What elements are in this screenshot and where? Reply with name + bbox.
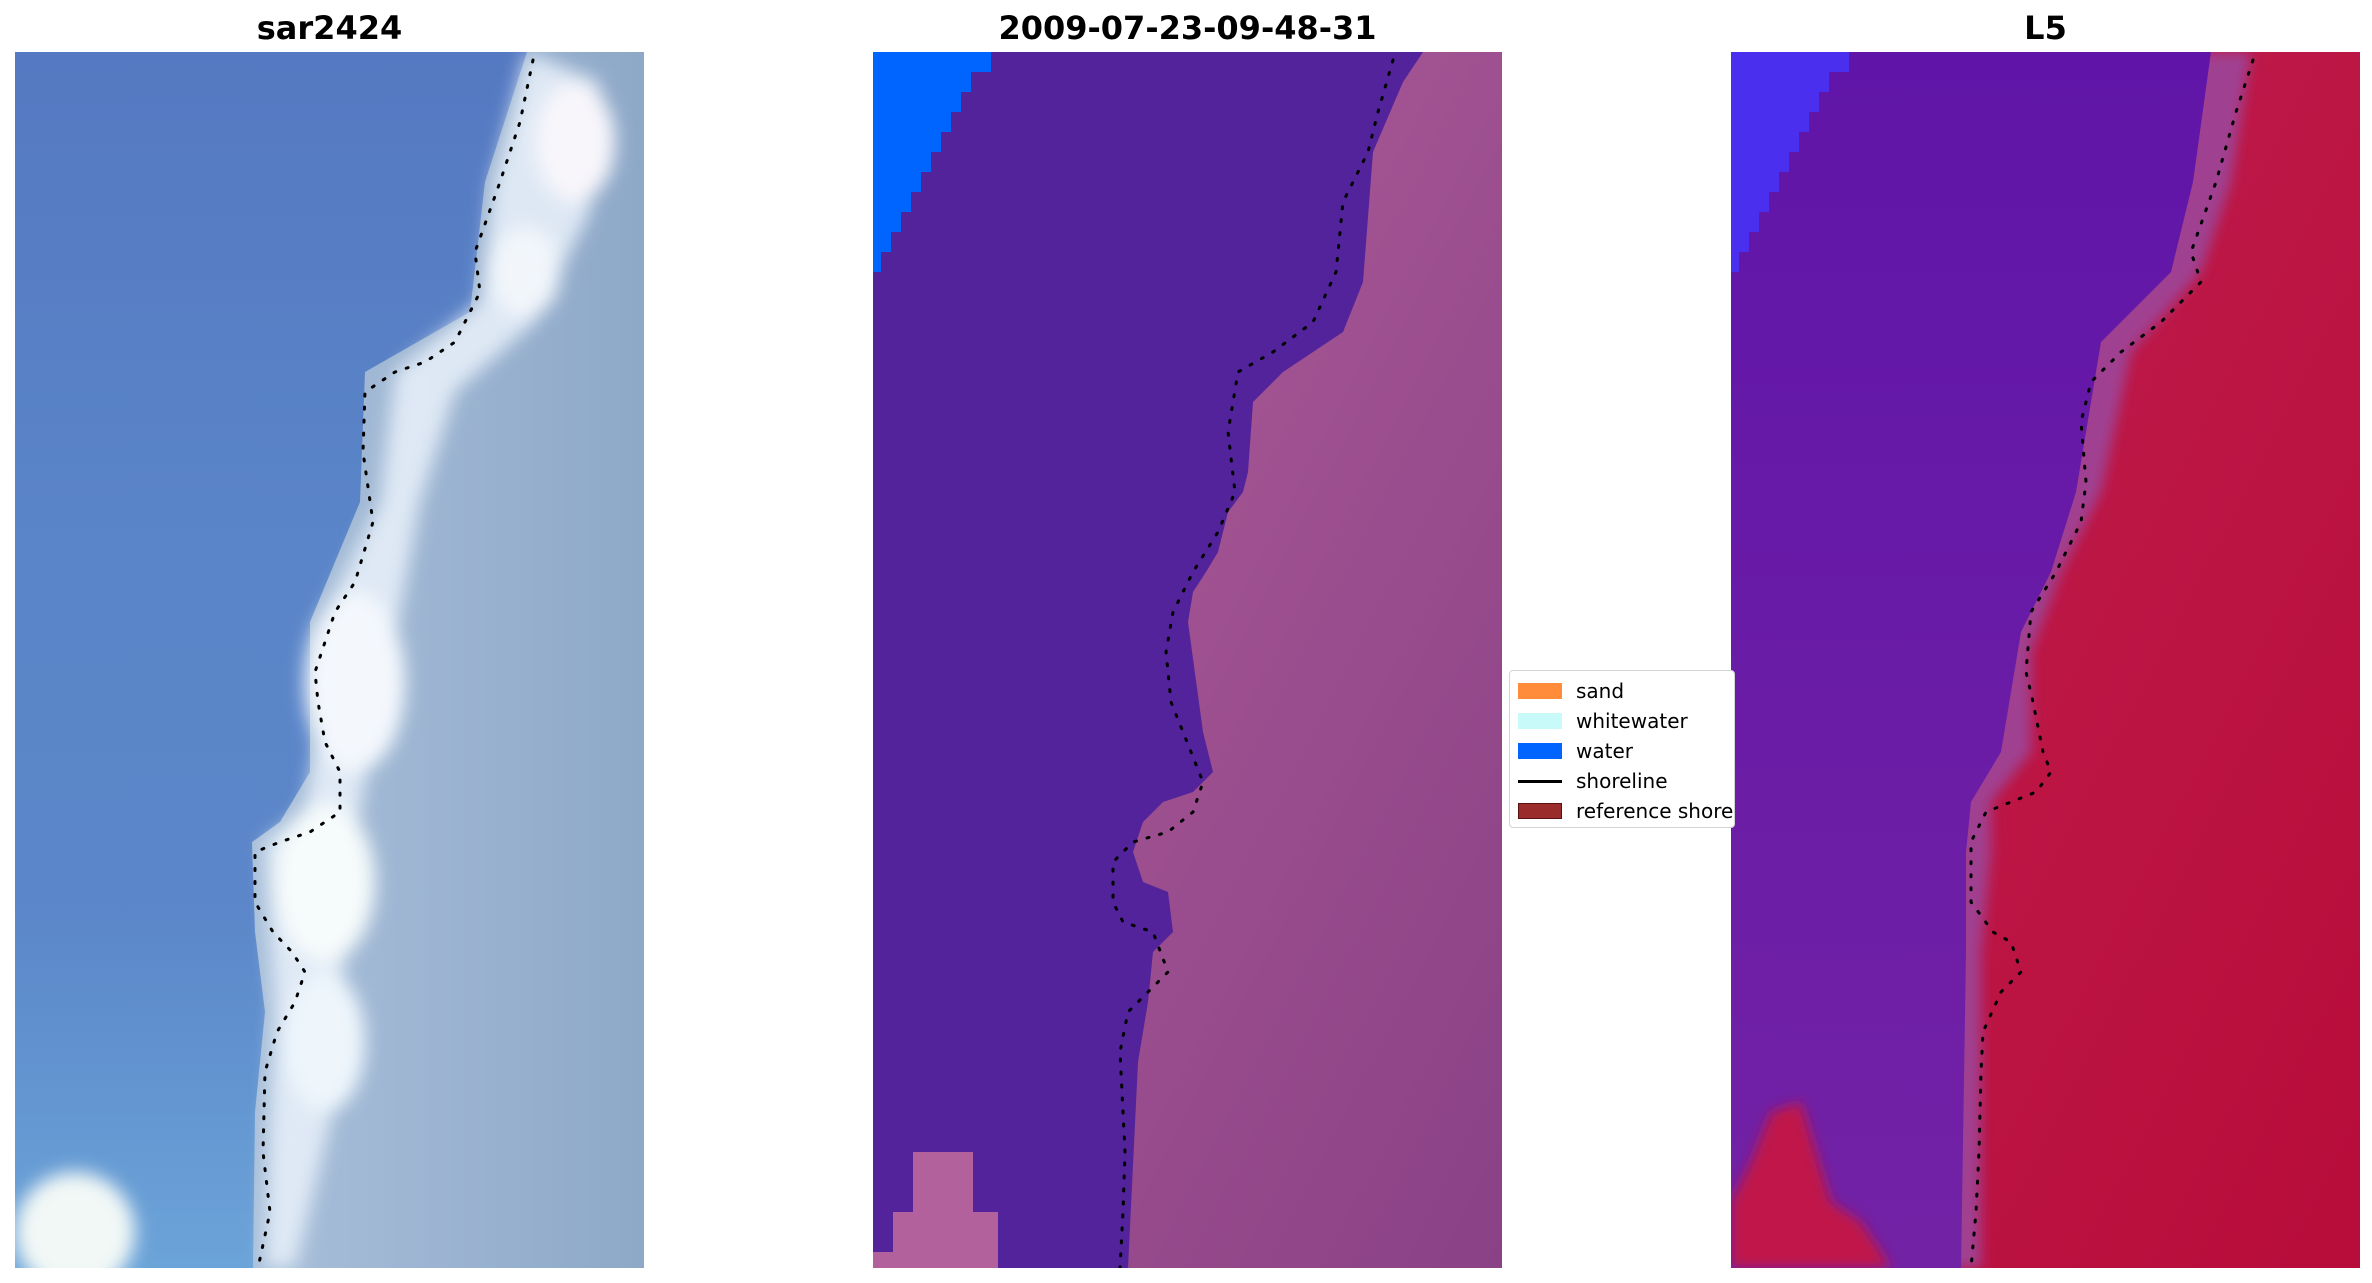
legend-label: sand bbox=[1576, 679, 1625, 703]
legend-item-shoreline: shoreline bbox=[1518, 767, 1668, 795]
legend-item-sand: sand bbox=[1518, 677, 1624, 705]
classified-image-panel bbox=[873, 52, 1502, 1268]
legend-item-water: water bbox=[1518, 737, 1633, 765]
legend-label: whitewater bbox=[1576, 709, 1688, 733]
shoreline-dots bbox=[1111, 58, 1395, 1268]
land-patch-bottom-left bbox=[873, 1152, 998, 1268]
legend-label: shoreline bbox=[1576, 769, 1668, 793]
index-image-panel bbox=[1731, 52, 2360, 1268]
panel-title-rgb: sar2424 bbox=[256, 9, 403, 47]
water-class-area bbox=[873, 52, 1423, 1268]
bright-water-class bbox=[873, 52, 991, 272]
index-image bbox=[1731, 52, 2360, 1268]
water-area bbox=[15, 52, 527, 1268]
legend: sand whitewater water shoreline referenc… bbox=[1509, 670, 1735, 828]
legend-item-reference-shoreline: reference shoreline bbox=[1518, 797, 1734, 825]
water-index-area bbox=[1731, 52, 2211, 1268]
legend-swatch-reference-shoreline bbox=[1518, 803, 1562, 819]
legend-swatch-water bbox=[1518, 743, 1562, 759]
classified-image bbox=[873, 52, 1502, 1268]
panel-title-classified: 2009-07-23-09-48-31 bbox=[998, 9, 1377, 47]
legend-swatch-sand bbox=[1518, 683, 1562, 699]
legend-item-whitewater: whitewater bbox=[1518, 707, 1688, 735]
rgb-image-panel bbox=[15, 52, 644, 1268]
shoreline-dots bbox=[1969, 58, 2255, 1268]
land-index-patch-bottom bbox=[1731, 1102, 1891, 1268]
bright-water-index bbox=[1731, 52, 1849, 272]
rgb-image bbox=[15, 52, 644, 1268]
legend-label: water bbox=[1576, 739, 1633, 763]
panel-title-index: L5 bbox=[2024, 9, 2067, 47]
legend-line-shoreline bbox=[1518, 779, 1562, 783]
legend-label: reference shoreline bbox=[1576, 799, 1734, 823]
legend-swatch-whitewater bbox=[1518, 713, 1562, 729]
foam-band bbox=[15, 52, 615, 1268]
